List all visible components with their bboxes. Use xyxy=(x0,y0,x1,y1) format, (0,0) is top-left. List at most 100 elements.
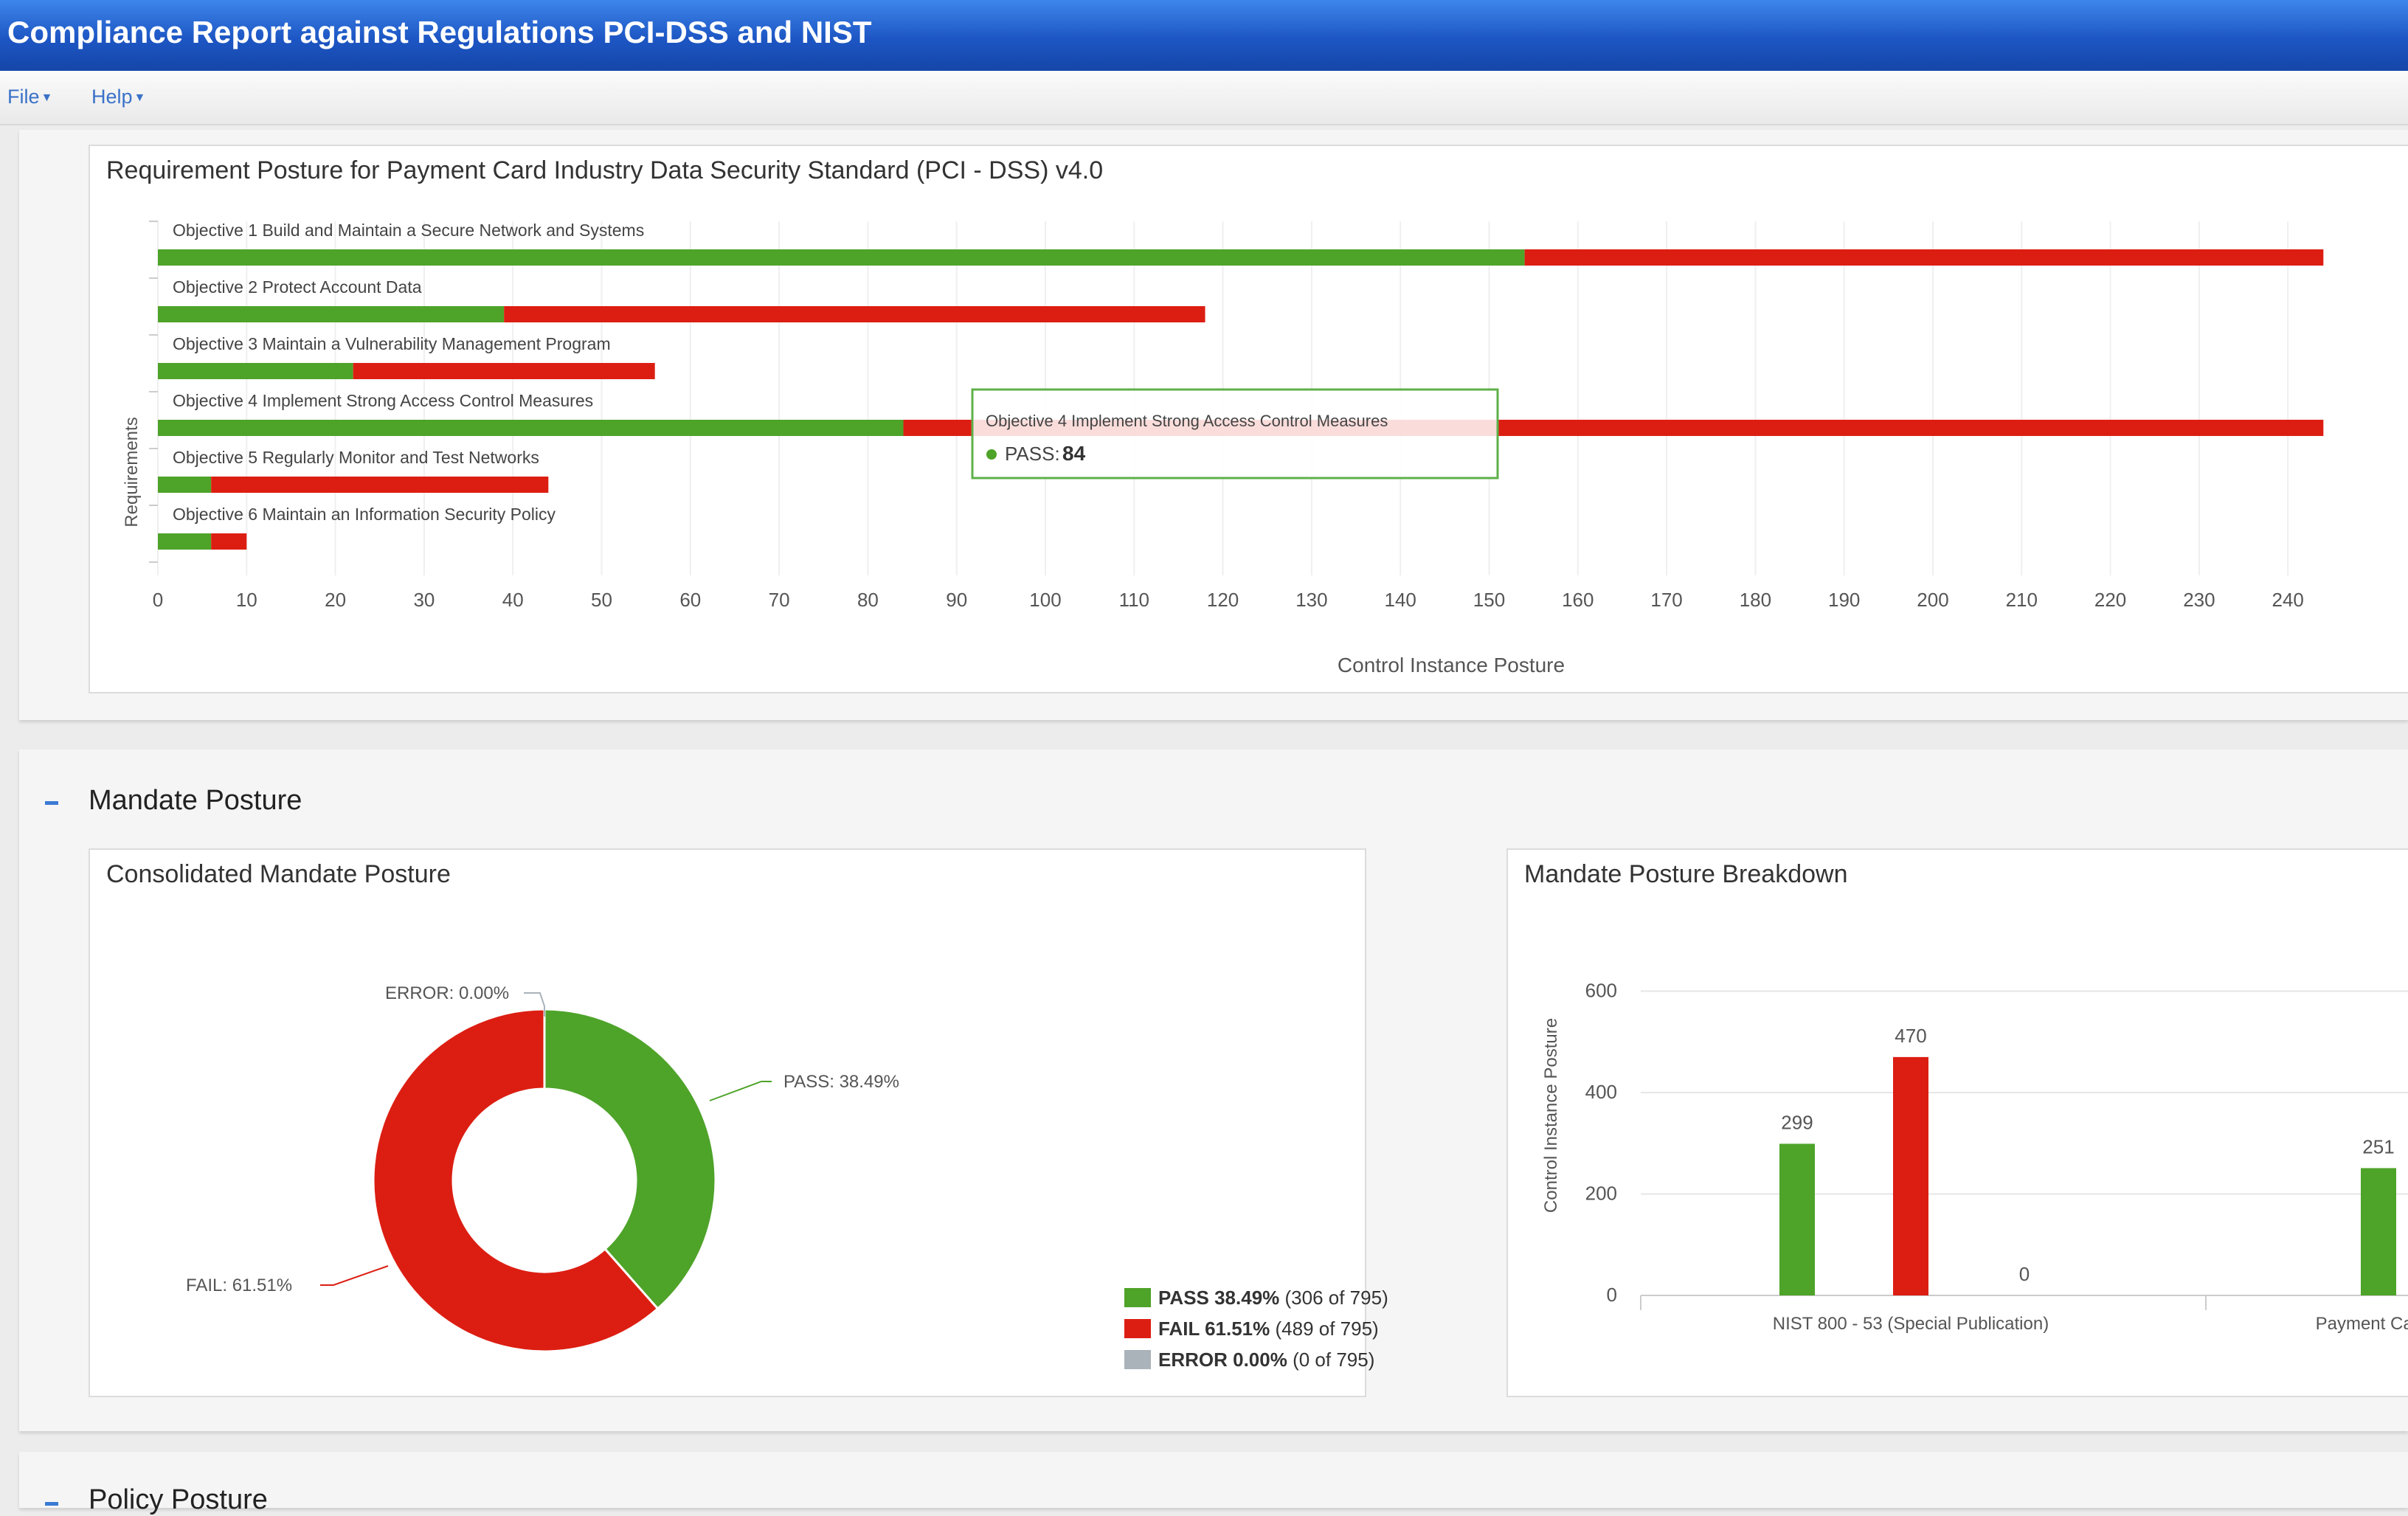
x-tick-label: 170 xyxy=(1650,589,1682,611)
data-label: 251 xyxy=(2362,1135,2394,1157)
donut-slices xyxy=(372,1008,717,1353)
fail-bar[interactable] xyxy=(211,477,549,493)
requirement-chart-bars xyxy=(158,249,2324,550)
policy-section-heading: Policy Posture xyxy=(89,1484,268,1515)
breakdown-categories: NIST 800 - 53 (Special Publication) Payme… xyxy=(1773,1314,2408,1334)
category-label: Objective 6 Maintain an Information Secu… xyxy=(173,505,556,524)
collapse-icon[interactable] xyxy=(43,1495,60,1512)
chevron-down-icon: ▼ xyxy=(134,91,146,104)
file-menu[interactable]: File ▼ xyxy=(7,86,52,108)
pass-bar[interactable] xyxy=(158,306,505,322)
pass-slice[interactable] xyxy=(543,1008,717,1311)
x-tick-label: 80 xyxy=(857,589,879,611)
category-label: Objective 3 Maintain a Vulnerability Man… xyxy=(173,334,611,353)
tooltip-title: Objective 4 Implement Strong Access Cont… xyxy=(986,412,1388,430)
donut-chart: ERROR: 0.00% PASS: 38.49% FAIL: 61.51% xyxy=(186,983,899,1353)
chevron-down-icon: ▼ xyxy=(41,91,53,104)
x-tick-label: 110 xyxy=(1119,589,1149,611)
menu-bar: File ▼ Help ▼ xyxy=(0,71,2408,125)
policy-section: Policy Posture xyxy=(19,1452,2408,1515)
x-tick-label: 40 xyxy=(502,589,524,611)
x-tick-label: 200 xyxy=(1917,589,1948,611)
pass-bar[interactable] xyxy=(158,420,904,436)
x-tick-label: 90 xyxy=(946,589,967,611)
legend-error-rest: (0 of 795) xyxy=(1293,1349,1375,1371)
x-tick-label: 190 xyxy=(1828,589,1860,611)
requirement-section: Requirement Posture for Payment Card Ind… xyxy=(19,130,2408,720)
breakdown-card: Mandate Posture Breakdown 0 200 400 600 299… xyxy=(1506,848,2408,1397)
x-tick-label: 30 xyxy=(413,589,435,611)
breakdown-bars: 299 470 0 251 xyxy=(1779,1025,2396,1295)
requirement-chart-y-label: Requirements xyxy=(122,417,142,527)
x-tick-label: 160 xyxy=(1562,589,1594,611)
tooltip-value: 84 xyxy=(1062,442,1086,465)
pass-bar[interactable] xyxy=(158,477,212,493)
requirement-chart-ticks: 0 10 20 30 40 50 60 70 80 90 100 110 120 130 140 150 160… xyxy=(153,589,2304,611)
fail-bar[interactable] xyxy=(353,363,655,379)
title-bar: Compliance Report against Regulations PC… xyxy=(0,0,2408,71)
fail-bar[interactable] xyxy=(504,306,1205,322)
mandate-section-heading: Mandate Posture xyxy=(89,785,302,816)
pass-slice-label: PASS: 38.49% xyxy=(783,1072,899,1092)
category-label: Objective 2 Protect Account Data xyxy=(173,277,422,297)
breakdown-title: Mandate Posture Breakdown xyxy=(1524,860,1848,888)
x-tick-label: 130 xyxy=(1295,589,1327,611)
y-tick-label: 400 xyxy=(1585,1081,1617,1103)
x-tick-label: 60 xyxy=(679,589,701,611)
error-leader-line xyxy=(524,992,545,1017)
x-tick-label: 210 xyxy=(2006,589,2038,611)
data-label: 0 xyxy=(2019,1263,2030,1285)
data-label: 470 xyxy=(1895,1025,1926,1047)
legend-item-fail[interactable]: FAIL 61.51% (489 of 795) xyxy=(1124,1318,1379,1340)
category-label: Objective 4 Implement Strong Access Cont… xyxy=(173,391,593,410)
pass-bar[interactable] xyxy=(158,533,212,550)
consolidated-card: Consolidated Mandate Posture ERROR: 0.00… xyxy=(89,848,1388,1397)
y-tick-label: 200 xyxy=(1585,1183,1617,1205)
legend-item-error[interactable]: ERROR 0.00% (0 of 795) xyxy=(1124,1349,1374,1371)
y-tick-label: 0 xyxy=(1607,1284,1617,1306)
fail-bar[interactable] xyxy=(1524,249,2324,266)
x-tick-label: 140 xyxy=(1385,589,1416,611)
window-title: Compliance Report against Regulations PC… xyxy=(7,15,872,49)
requirement-chart-title: Requirement Posture for Payment Card Ind… xyxy=(106,156,1104,184)
pass-leader-line xyxy=(709,1081,772,1101)
file-menu-label: File xyxy=(7,86,40,108)
fail-slice[interactable] xyxy=(372,1008,660,1353)
category-label: Objective 5 Regularly Monitor and Test N… xyxy=(173,448,539,467)
legend-error-strong: ERROR 0.00% xyxy=(1158,1349,1287,1371)
x-tick-label: 10 xyxy=(236,589,257,611)
legend-pass-rest: (306 of 795) xyxy=(1284,1287,1388,1309)
legend-fail-rest: (489 of 795) xyxy=(1275,1318,1379,1340)
error-slice-label: ERROR: 0.00% xyxy=(385,983,509,1003)
help-menu[interactable]: Help ▼ xyxy=(91,86,145,108)
fail-bar[interactable] xyxy=(211,533,247,550)
breakdown-chart: 0 200 400 600 299 470 0 251 NIST 800 - 53 (Spe… xyxy=(1541,980,2408,1334)
tooltip-box xyxy=(971,388,1499,480)
tooltip-pass-dot xyxy=(986,449,997,460)
legend-item-pass[interactable]: PASS 38.49% (306 of 795) xyxy=(1124,1287,1388,1309)
mandate-section: Mandate Posture Consolidated Mandate Pos… xyxy=(19,750,2408,1431)
x-tick-label: 120 xyxy=(1207,589,1239,611)
x-tick-label: 240 xyxy=(2272,589,2304,611)
fail-bar[interactable] xyxy=(1893,1056,1928,1295)
requirement-chart-tooltip: Objective 4 Implement Strong Access Cont… xyxy=(971,388,1499,480)
pass-bar[interactable] xyxy=(2361,1168,2396,1295)
pass-bar[interactable] xyxy=(1779,1143,1815,1295)
fail-leader-line xyxy=(320,1265,389,1286)
pass-bar[interactable] xyxy=(158,249,1525,266)
y-tick-label: 600 xyxy=(1585,980,1617,1002)
breakdown-grid: 0 200 400 600 xyxy=(1585,980,2408,1310)
category-label: Objective 1 Build and Maintain a Secure … xyxy=(173,221,644,240)
x-tick-label: 230 xyxy=(2183,589,2215,611)
consolidated-title: Consolidated Mandate Posture xyxy=(106,860,451,888)
data-label: 299 xyxy=(1781,1111,1813,1133)
help-menu-label: Help xyxy=(91,86,133,108)
x-tick-label: 220 xyxy=(2094,589,2126,611)
pass-bar[interactable] xyxy=(158,363,353,379)
collapse-icon[interactable] xyxy=(43,794,60,811)
x-tick-label: 180 xyxy=(1740,589,1771,611)
x-tick-label: 20 xyxy=(325,589,346,611)
requirement-chart: 0 10 20 30 40 50 60 70 80 90 100 110 120 130 140 150 160… xyxy=(122,221,2324,676)
x-tick-label: 50 xyxy=(591,589,612,611)
legend-swatch-pass xyxy=(1124,1288,1151,1307)
